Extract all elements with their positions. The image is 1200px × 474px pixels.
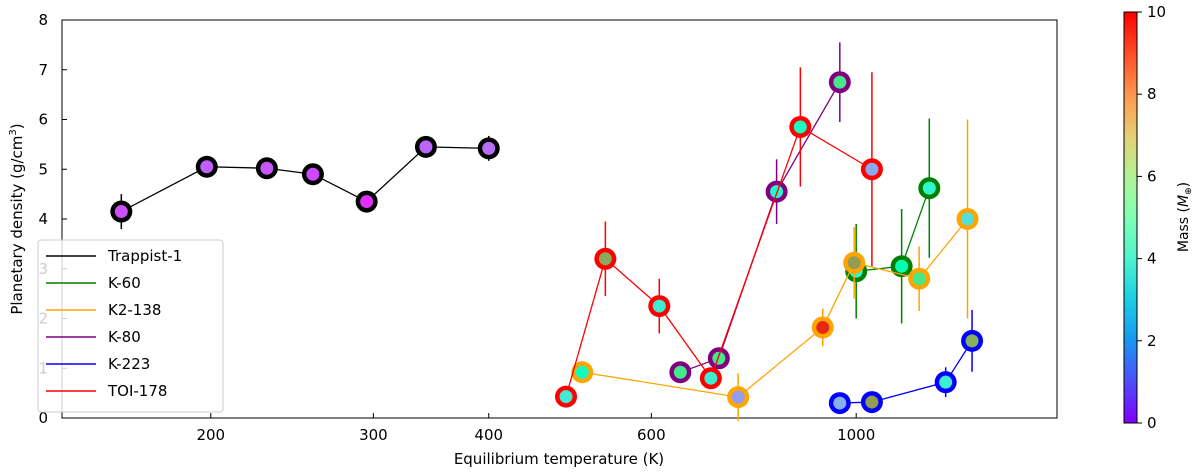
data-point[interactable]: [360, 195, 374, 209]
colorbar: Mass (M⊕) 0 2 4 6 8 10: [1123, 3, 1194, 432]
data-point[interactable]: [965, 334, 979, 348]
colorbar-label-sub: ⊕: [1184, 187, 1194, 195]
x-tick-label: 1000: [837, 426, 875, 444]
y-axis-label-prefix: Planetary density (g/cm: [8, 136, 26, 315]
data-point[interactable]: [793, 120, 807, 134]
data-point[interactable]: [419, 140, 433, 154]
series-toi-178: [555, 67, 883, 408]
data-point[interactable]: [895, 259, 909, 273]
x-tick-label: 200: [196, 426, 225, 444]
series-line: [856, 187, 930, 272]
series-line: [565, 126, 873, 397]
x-tick-label: 400: [474, 426, 503, 444]
y-tick-label: 4: [38, 210, 48, 228]
y-tick-label: 6: [38, 111, 48, 129]
colorbar-label-prefix: Mass (: [1176, 207, 1192, 252]
data-point[interactable]: [912, 272, 926, 286]
colorbar-tick-label: 0: [1147, 414, 1157, 432]
legend-label: K-223: [108, 355, 150, 373]
y-axis-label: Planetary density (g/cm3): [8, 123, 26, 314]
y-axis-label-suffix: ): [8, 123, 26, 129]
x-tick-label: 300: [359, 426, 388, 444]
legend-label: Trappist-1: [107, 247, 182, 265]
y-tick-label: 5: [38, 160, 48, 178]
data-point[interactable]: [816, 320, 830, 334]
legend-label: K2-138: [108, 301, 161, 319]
data-point[interactable]: [704, 371, 718, 385]
colorbar-tick-label: 2: [1147, 332, 1157, 350]
colorbar-tick-label: 10: [1147, 3, 1166, 21]
colorbar-label-symbol: M: [1176, 195, 1192, 207]
data-point[interactable]: [559, 390, 573, 404]
colorbar-tick-label: 4: [1147, 250, 1157, 268]
y-tick-label: 7: [38, 61, 48, 79]
data-point[interactable]: [833, 396, 847, 410]
colorbar-label-suffix: ): [1176, 182, 1192, 187]
series-line: [582, 218, 969, 398]
legend-label: K-80: [108, 328, 141, 346]
data-point[interactable]: [482, 141, 496, 155]
data-point[interactable]: [575, 365, 589, 379]
axes: 2003004006001000012345678: [38, 11, 875, 444]
data-point[interactable]: [865, 162, 879, 176]
data-point[interactable]: [939, 375, 953, 389]
colorbar-gradient: [1123, 11, 1138, 424]
legend-label: TOI-178: [107, 382, 167, 400]
data-point[interactable]: [306, 167, 320, 181]
data-point[interactable]: [114, 205, 128, 219]
series-trappist-1: [110, 135, 500, 229]
y-tick-label: 0: [38, 409, 48, 427]
data-point[interactable]: [865, 395, 879, 409]
data-point[interactable]: [260, 161, 274, 175]
series-k-60: [845, 118, 941, 324]
data-point[interactable]: [712, 351, 726, 365]
colorbar-tick-label: 8: [1147, 85, 1157, 103]
data-point[interactable]: [731, 390, 745, 404]
data-point[interactable]: [598, 252, 612, 266]
y-tick-label: 8: [38, 11, 48, 29]
series-line: [839, 340, 973, 404]
data-point[interactable]: [770, 185, 784, 199]
series-layer: [110, 42, 984, 421]
x-axis-label: Equilibrium temperature (K): [454, 450, 664, 468]
data-point[interactable]: [652, 299, 666, 313]
series-k2-138: [571, 119, 979, 421]
data-point[interactable]: [847, 256, 861, 270]
legend[interactable]: Trappist-1 K-60 K2-138 K-80 K-223 TOI-178: [37, 239, 224, 413]
data-point[interactable]: [200, 160, 214, 174]
data-point[interactable]: [833, 75, 847, 89]
colorbar-tick-label: 6: [1147, 167, 1157, 185]
data-point[interactable]: [961, 212, 975, 226]
legend-label: K-60: [108, 274, 141, 292]
series-k-223: [828, 310, 984, 415]
x-tick-label: 600: [637, 426, 666, 444]
y-axis-label-sup: 3: [8, 129, 19, 135]
colorbar-label: Mass (M⊕): [1176, 182, 1194, 252]
data-point[interactable]: [922, 181, 936, 195]
data-point[interactable]: [673, 365, 687, 379]
